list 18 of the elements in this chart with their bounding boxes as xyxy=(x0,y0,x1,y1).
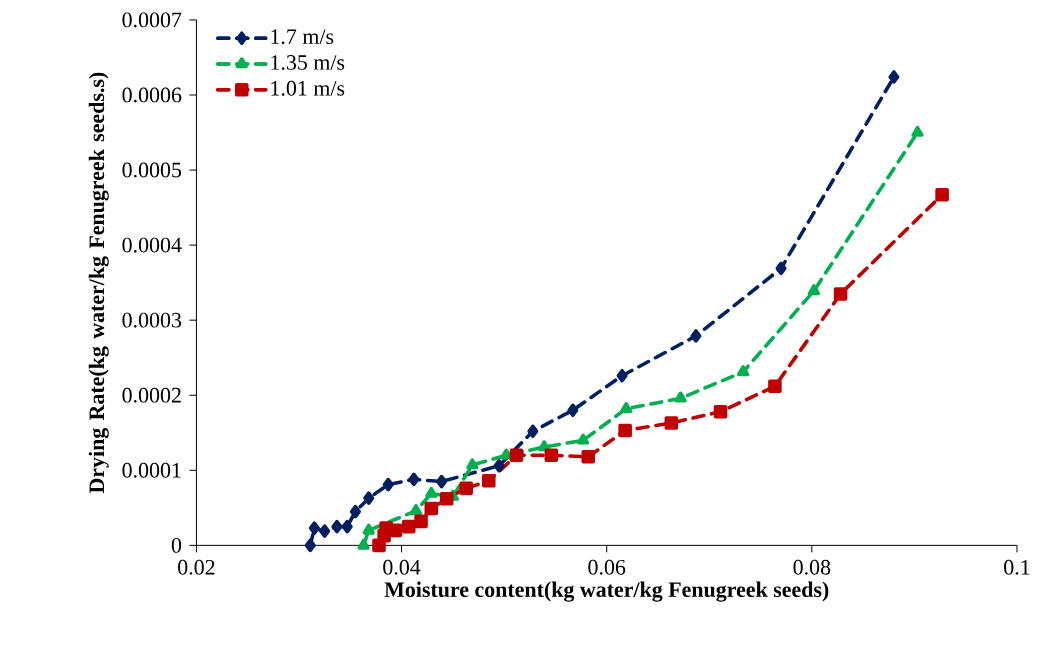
y-tick-label: 0.0006 xyxy=(122,87,182,103)
legend-label: 1.7 m/s xyxy=(271,29,334,45)
y-axis-title: Drying Rate(kg water/kg Fenugreek seeds.s) xyxy=(88,72,109,494)
y-tick-label: 0.0005 xyxy=(122,162,182,178)
y-tick-label: 0.0001 xyxy=(122,462,181,478)
x-tick-label: 0.02 xyxy=(178,559,215,575)
y-tick-label: 0.0002 xyxy=(122,387,181,403)
x-tick-label: 0.06 xyxy=(588,559,626,575)
y-tick-label: 0.0003 xyxy=(122,312,182,328)
legend-label: 1.35 m/s xyxy=(271,55,345,70)
x-tick-label: 0.04 xyxy=(383,559,421,575)
y-tick-label: 0.0007 xyxy=(122,12,182,28)
y-tick-label: 0.0004 xyxy=(122,237,182,253)
x-tick-label: 0.1 xyxy=(1004,559,1030,575)
legend-label: 1.01 m/s xyxy=(271,80,345,96)
x-tick-label: 0.08 xyxy=(793,559,831,575)
x-axis-title: Moisture content(kg water/kg Fenugreek seeds) xyxy=(384,581,829,602)
y-tick-label: 0 xyxy=(171,537,182,553)
